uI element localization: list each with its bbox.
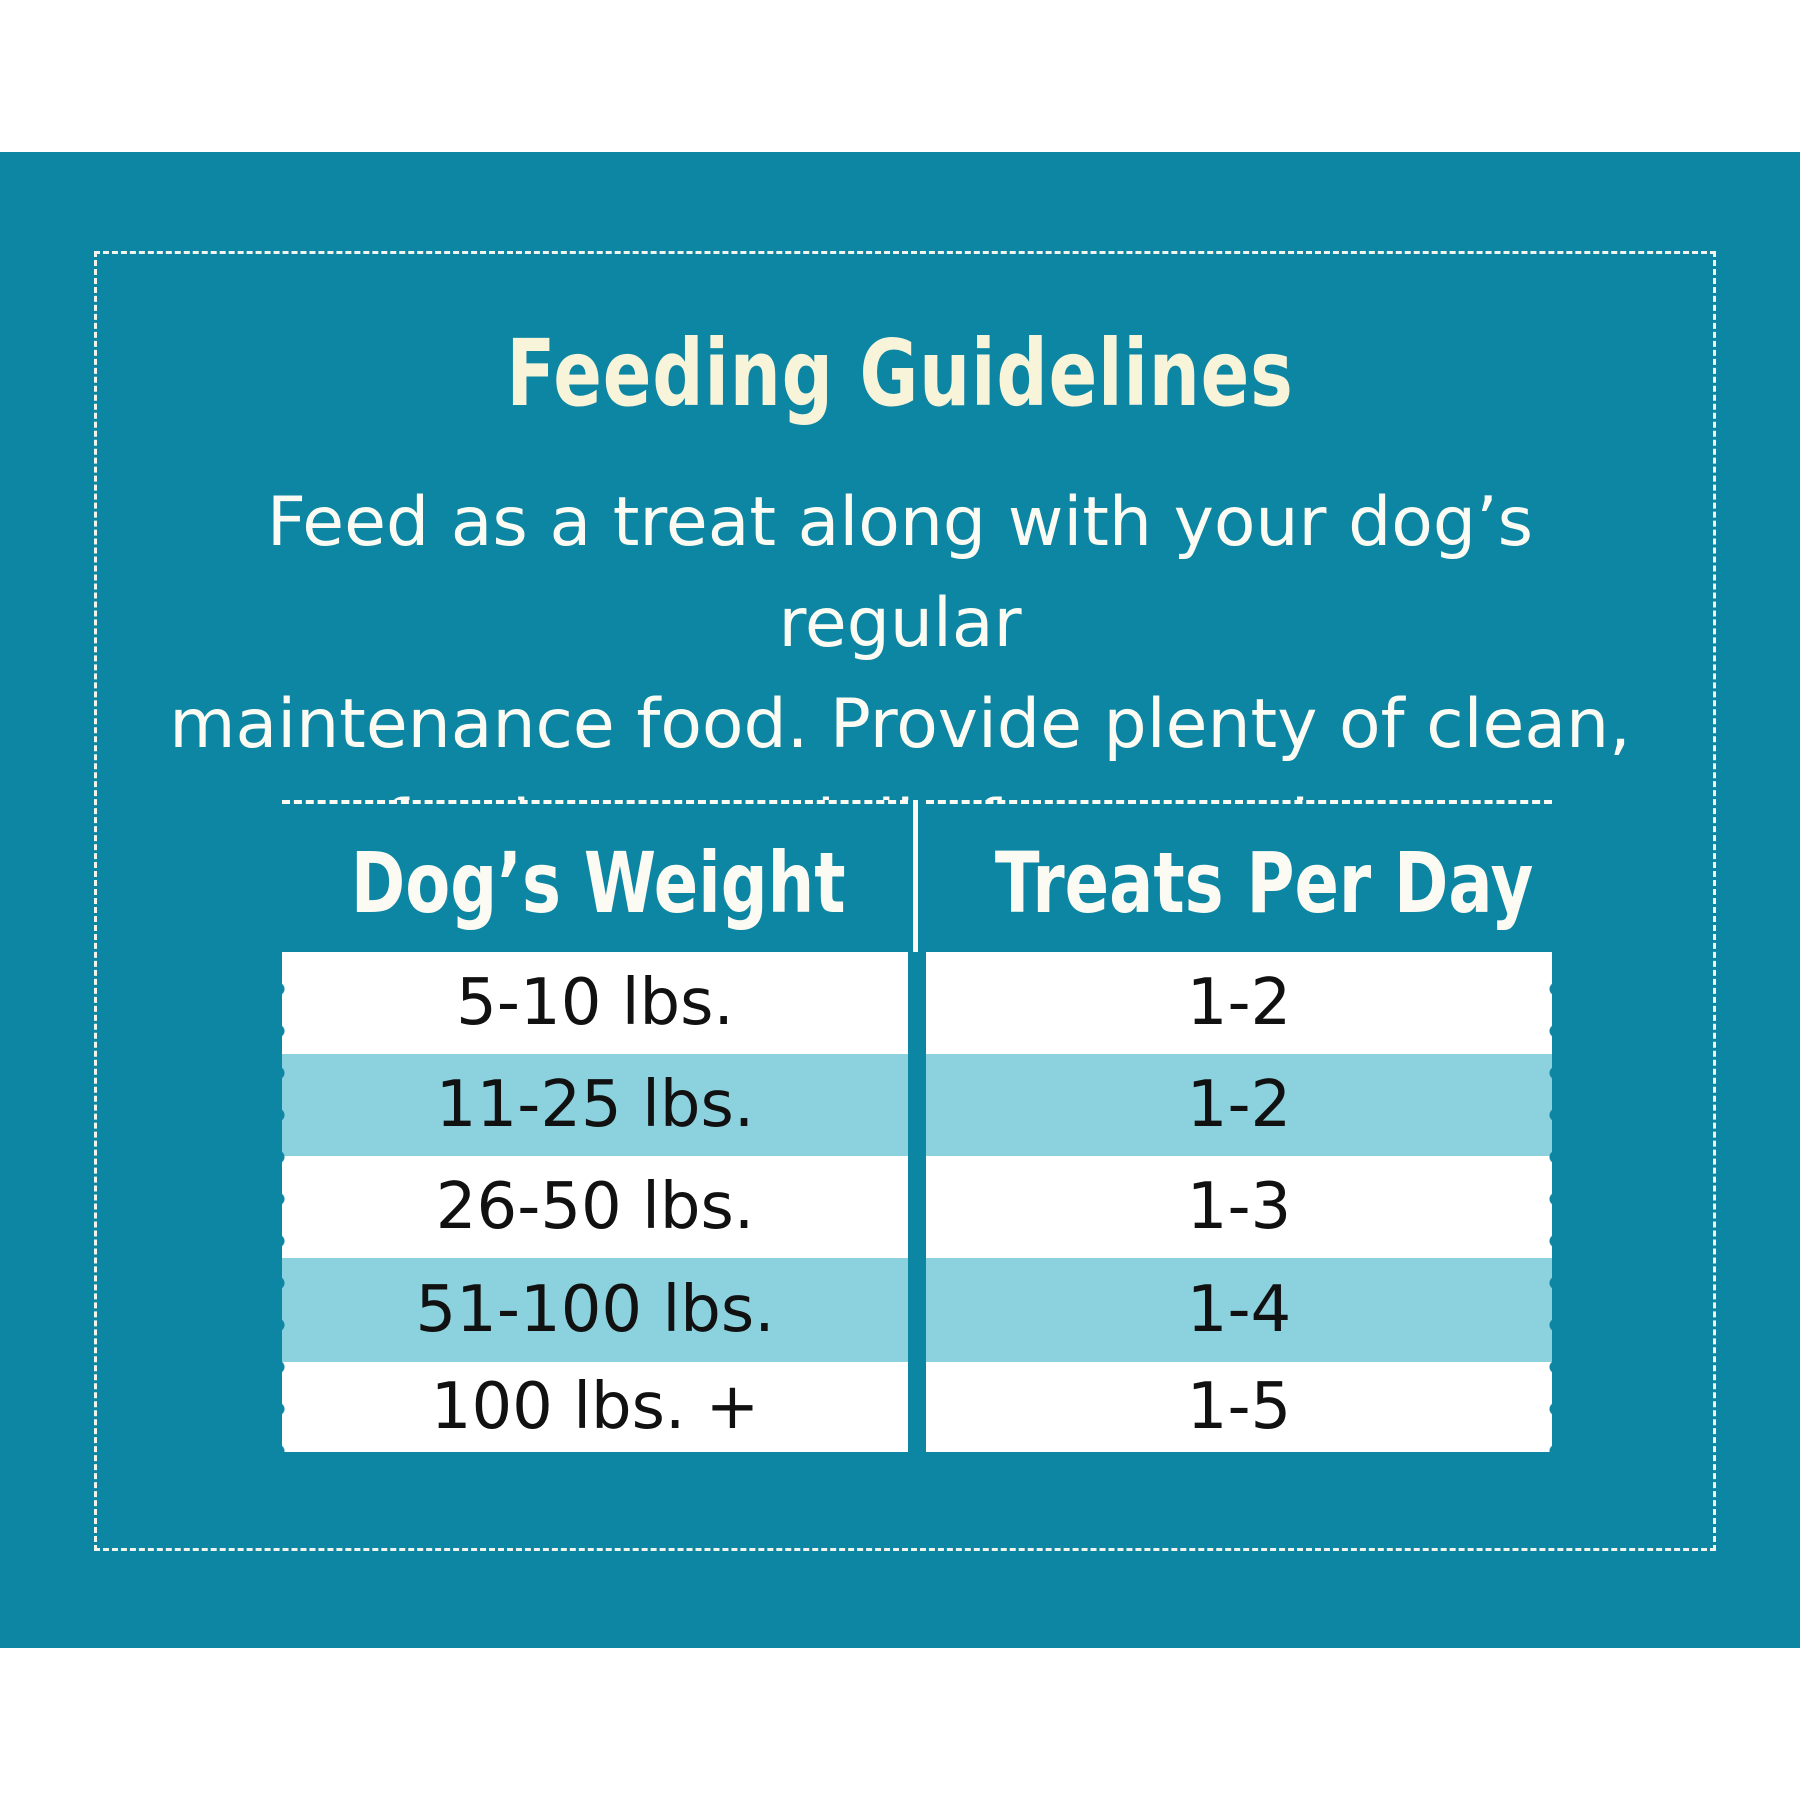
intro-line-2: maintenance food. Provide plenty of clea… <box>169 685 1631 764</box>
table-cell: 1-2 <box>926 952 1552 1054</box>
scalloped-edge <box>926 1446 1552 1460</box>
scalloped-edge <box>278 800 292 1466</box>
table-cell: 100 lbs. + <box>282 1362 908 1452</box>
table-cell: 11-25 lbs. <box>282 1054 908 1156</box>
header-label: Dog’s Weight <box>350 834 846 932</box>
feeding-guidelines-panel: Feeding Guidelines Feed as a treat along… <box>0 152 1800 1648</box>
page-title: Feeding Guidelines <box>506 320 1294 427</box>
table-cell: 26-50 lbs. <box>282 1156 908 1258</box>
table-column-treats: Treats Per Day 1-2 1-2 1-3 1-4 1-5 <box>926 800 1556 1466</box>
scalloped-edge <box>282 1446 908 1460</box>
table-cell: 1-5 <box>926 1362 1552 1452</box>
table-cell: 1-2 <box>926 1054 1552 1156</box>
dashed-border-frame <box>94 251 1716 1551</box>
table-cell: 1-4 <box>926 1258 1552 1362</box>
table-column-weight: Dog’s Weight 5-10 lbs. 11-25 lbs. 26-50 … <box>278 800 908 1466</box>
column-divider <box>908 800 926 1466</box>
table-cell: 1-3 <box>926 1156 1552 1258</box>
header-label: Treats Per Day <box>994 834 1534 932</box>
table-header-weight: Dog’s Weight <box>282 800 908 952</box>
feeding-table: Dog’s Weight 5-10 lbs. 11-25 lbs. 26-50 … <box>278 800 1556 1466</box>
table-header-treats: Treats Per Day <box>926 800 1552 952</box>
table-cell: 51-100 lbs. <box>282 1258 908 1362</box>
intro-line-1: Feed as a treat along with your dog’s re… <box>266 483 1534 663</box>
scalloped-edge <box>1542 800 1556 1466</box>
table-cell: 5-10 lbs. <box>282 952 908 1054</box>
